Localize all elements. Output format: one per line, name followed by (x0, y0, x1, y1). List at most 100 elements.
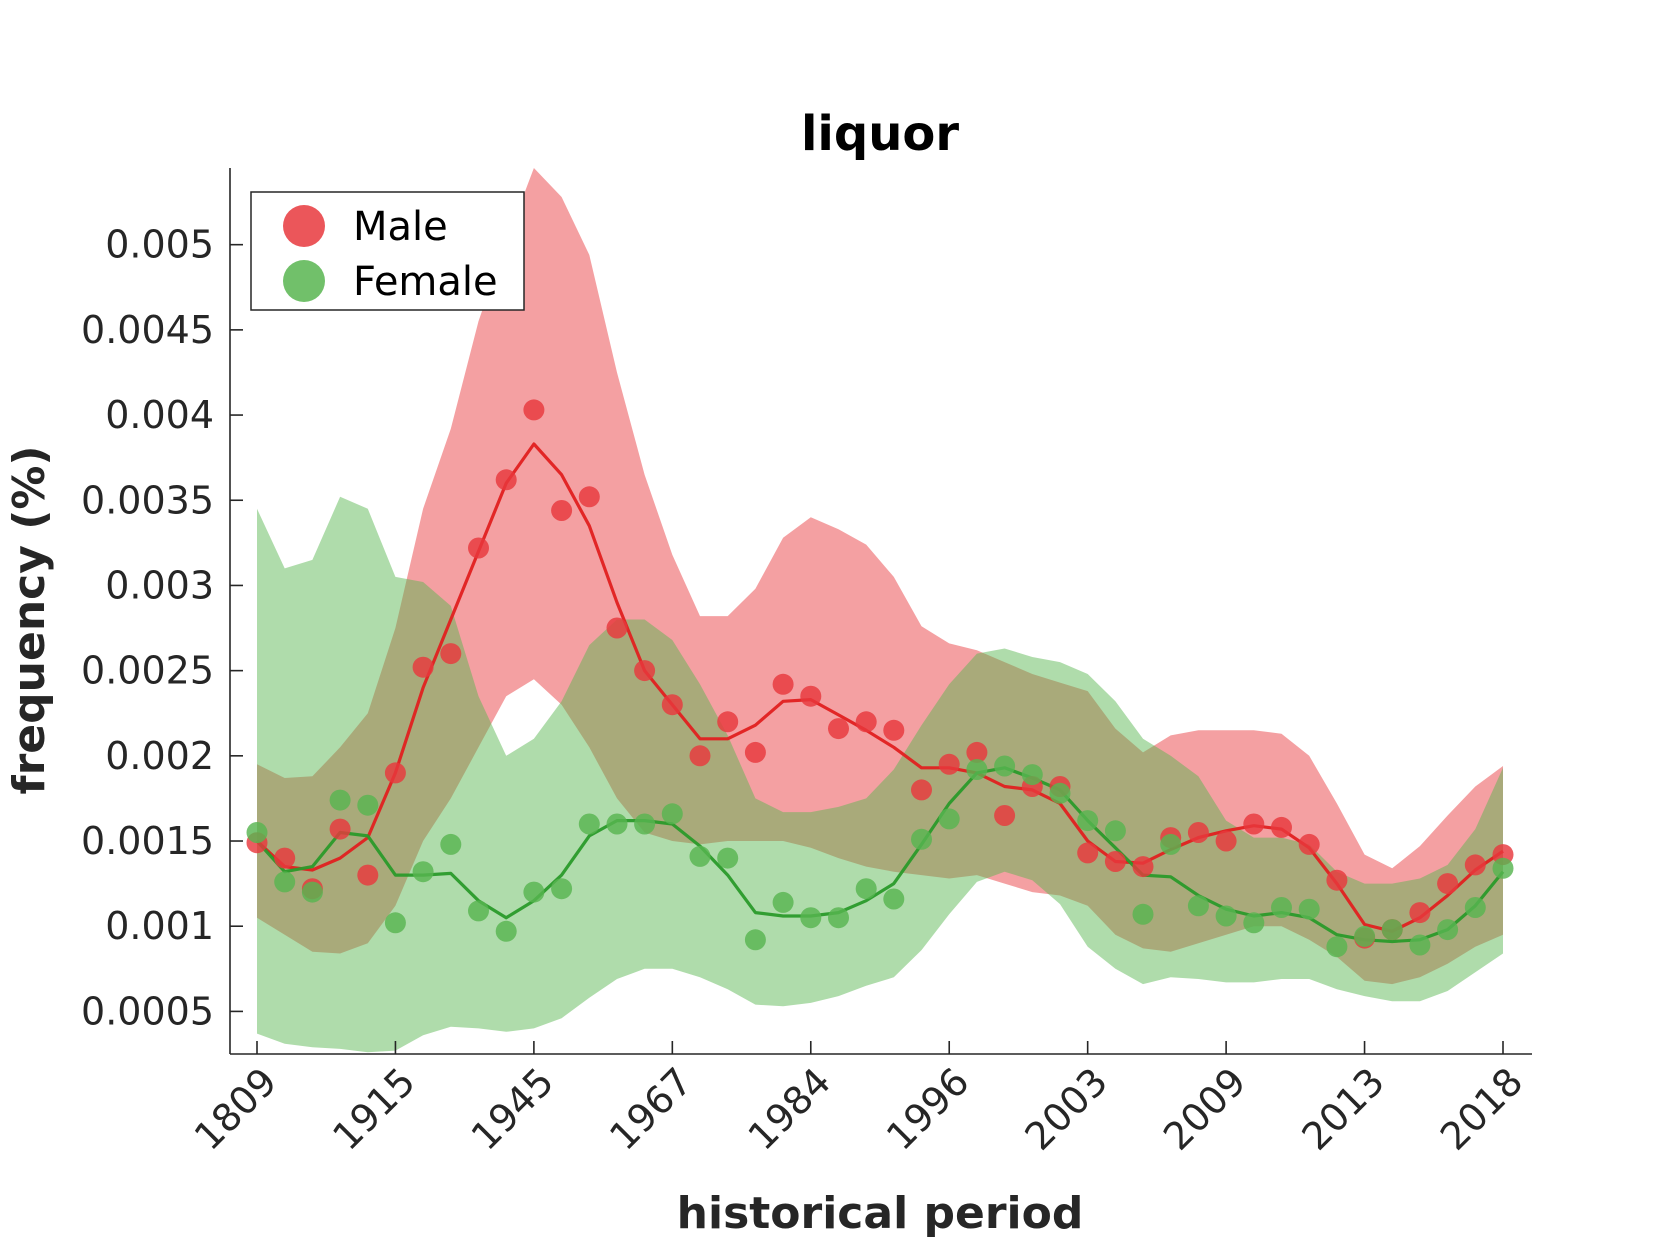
point-female (440, 833, 462, 855)
x-tick-label: 1996 (878, 1059, 978, 1159)
data-points (246, 399, 1514, 958)
point-female (1077, 810, 1099, 832)
point-female (1381, 919, 1403, 941)
point-male (772, 673, 794, 695)
point-male (800, 685, 822, 707)
point-female (523, 881, 545, 903)
x-tick-label: 1967 (601, 1059, 701, 1159)
point-female (274, 871, 296, 893)
point-male (634, 660, 656, 682)
point-male (717, 711, 739, 733)
point-male (1437, 873, 1459, 895)
point-male (966, 741, 988, 763)
point-male (523, 399, 545, 421)
point-female (883, 888, 905, 910)
point-male (1271, 816, 1292, 838)
point-male (357, 864, 379, 886)
point-female (911, 828, 932, 850)
point-female (301, 881, 323, 903)
point-female (938, 808, 960, 830)
x-tick-label: 1945 (463, 1059, 563, 1159)
trend-line-male (255, 442, 1504, 933)
point-female (744, 929, 766, 951)
point-male (1464, 854, 1486, 876)
point-female (1187, 895, 1209, 917)
point-male (1187, 822, 1209, 843)
point-male (1132, 856, 1154, 878)
x-axis-label: historical period (677, 1188, 1084, 1239)
point-female (551, 878, 573, 900)
x-tick-label: 2009 (1155, 1059, 1255, 1159)
x-tick-label: 1809 (186, 1059, 286, 1159)
point-female (994, 755, 1016, 777)
y-tick-label: 0.0005 (81, 989, 214, 1033)
legend-label-male: Male (353, 204, 448, 250)
point-female (661, 803, 683, 825)
point-male (412, 656, 434, 678)
trend-lines (255, 442, 1505, 944)
legend-label-female: Female (353, 259, 498, 305)
point-female (1104, 820, 1126, 842)
point-male (1409, 902, 1431, 924)
point-male (689, 745, 711, 767)
point-male (440, 643, 462, 665)
point-male (938, 753, 960, 775)
point-female (1160, 833, 1182, 855)
chart-title: liquor (801, 106, 959, 162)
y-tick-label: 0.0025 (81, 649, 214, 693)
point-female (578, 813, 600, 835)
point-male (828, 718, 849, 740)
y-tick-label: 0.003 (105, 563, 214, 607)
point-male (329, 818, 351, 840)
point-female (1326, 936, 1348, 958)
point-male (578, 486, 600, 508)
point-male (606, 617, 628, 639)
point-female (1021, 764, 1043, 786)
legend-marker-male (283, 205, 325, 247)
point-male (883, 719, 905, 741)
y-tick-label: 0.002 (105, 734, 214, 778)
point-female (717, 847, 739, 869)
point-male (1243, 813, 1265, 835)
point-female (1132, 903, 1154, 925)
x-tick-label: 2003 (1017, 1059, 1117, 1159)
point-male (468, 537, 489, 559)
point-female (966, 759, 988, 780)
point-female (1354, 925, 1376, 947)
point-female (606, 813, 628, 835)
point-female (495, 920, 517, 942)
y-tick-label: 0.0015 (81, 819, 214, 863)
point-female (634, 813, 656, 835)
point-male (495, 469, 517, 491)
point-female (800, 907, 822, 929)
y-tick-label: 0.001 (105, 904, 214, 948)
point-female (772, 891, 794, 913)
point-male (1215, 830, 1237, 852)
point-male (551, 500, 573, 521)
point-female (1049, 782, 1071, 804)
x-tick-label: 1915 (324, 1059, 424, 1159)
point-male (994, 805, 1016, 826)
band-male (257, 168, 1503, 985)
point-male (855, 711, 877, 733)
x-tick-label: 1984 (740, 1059, 840, 1159)
point-female (1492, 857, 1514, 879)
point-male (744, 741, 766, 763)
x-tick-label: 2013 (1293, 1059, 1393, 1159)
point-male (274, 847, 296, 869)
y-axis-label: frequency (%) (4, 445, 55, 794)
trend-line-female (255, 766, 1505, 944)
point-female (689, 845, 711, 867)
point-female (329, 789, 351, 811)
point-female (357, 794, 379, 816)
point-male (384, 762, 406, 784)
legend: Male Female (250, 191, 525, 311)
point-female (246, 822, 268, 843)
legend-marker-female (283, 260, 325, 302)
point-male (1298, 833, 1320, 855)
point-female (828, 907, 849, 929)
point-male (661, 694, 683, 716)
point-female (1464, 897, 1486, 918)
point-male (1326, 869, 1348, 891)
